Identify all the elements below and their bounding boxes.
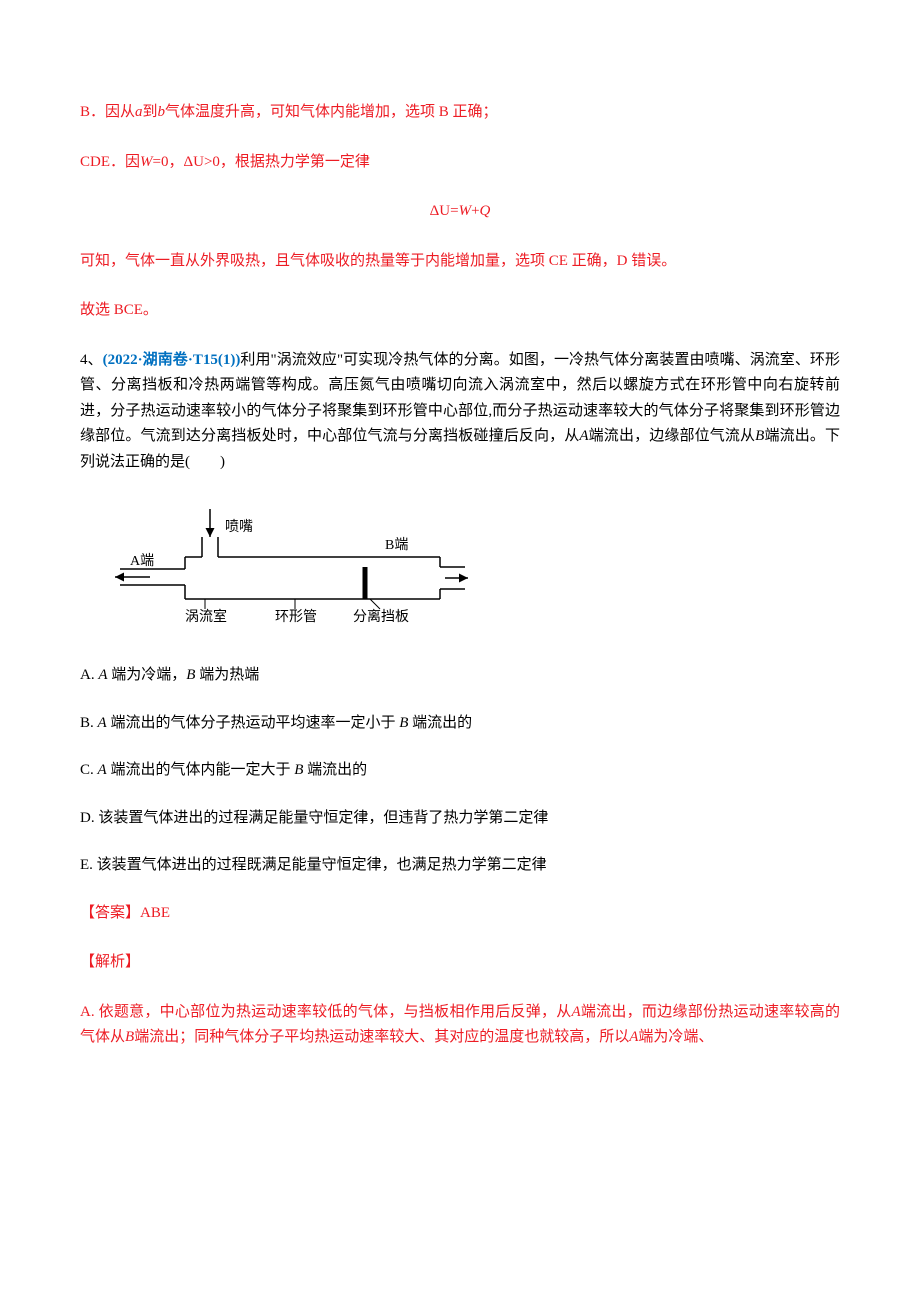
text: =0， xyxy=(153,154,184,170)
var-A: A xyxy=(98,762,107,778)
label-tube: 环形管 xyxy=(275,609,317,625)
question-number: 4、 xyxy=(80,352,103,368)
text: B．因从 xyxy=(80,104,135,120)
text: 端流出；同种气体分子平均热运动速率较大、其对应的温度也就较高，所以 xyxy=(134,1029,629,1045)
explanation-conclusion: 可知，气体一直从外界吸热，且气体吸收的热量等于内能增加量，选项 CE 正确，D … xyxy=(80,249,840,275)
var-B: B xyxy=(294,762,303,778)
var-A: A xyxy=(98,715,107,731)
explanation-cde: CDE．因W=0，ΔU>0，根据热力学第一定律 xyxy=(80,150,840,176)
var-dU: ΔU xyxy=(183,154,203,170)
label-a-end: A端 xyxy=(130,553,154,569)
option-a: A. A 端为冷端，B 端为热端 xyxy=(80,663,840,689)
explanation-b: B．因从a到b气体温度升高，可知气体内能增加，选项 B 正确； xyxy=(80,100,840,126)
var-B: B xyxy=(755,428,764,444)
diagram-svg: 喷嘴 B端 A端 涡流室 环形管 分离挡板 xyxy=(110,499,470,639)
Q: Q xyxy=(480,203,491,219)
var-A: A xyxy=(629,1029,638,1045)
var-A: A xyxy=(571,1004,580,1020)
text: 端为冷端、 xyxy=(638,1029,713,1045)
text: 端为热端 xyxy=(195,667,259,683)
var-a: a xyxy=(135,104,143,120)
label-baffle: 分离挡板 xyxy=(353,608,409,625)
text: 端流出，边缘部位气流从 xyxy=(589,428,756,444)
option-b: B. A 端流出的气体分子热运动平均速率一定小于 B 端流出的 xyxy=(80,711,840,737)
var-b: b xyxy=(158,104,166,120)
document-page: B．因从a到b气体温度升高，可知气体内能增加，选项 B 正确； CDE．因W=0… xyxy=(0,0,920,1135)
question-4-stem: 4、(2022·湖南卷·T15(1))利用"涡流效应"可实现冷热气体的分离。如图… xyxy=(80,348,840,476)
text: 端流出的 xyxy=(408,715,472,731)
answer-line: 【答案】ABE xyxy=(80,901,840,927)
var-B: B xyxy=(399,715,408,731)
eq: = xyxy=(450,203,458,219)
text: A. 依题意，中心部位为热运动速率较低的气体，与挡板相作用后反弹，从 xyxy=(80,1004,571,1020)
lhs: ΔU xyxy=(430,203,450,219)
label-vortex: 涡流室 xyxy=(185,608,227,625)
text: >0，根据热力学第一定律 xyxy=(204,154,370,170)
vortex-diagram: 喷嘴 B端 A端 涡流室 环形管 分离挡板 xyxy=(110,499,470,639)
var-A: A xyxy=(579,428,588,444)
text: 到 xyxy=(143,104,158,120)
answer-value: ABE xyxy=(140,905,170,921)
var-A: A xyxy=(98,667,107,683)
W: W xyxy=(459,203,472,219)
letter: C. xyxy=(80,762,98,778)
text: 端流出的气体内能一定大于 xyxy=(107,762,295,778)
label-nozzle: 喷嘴 xyxy=(225,519,253,535)
label-b-end: B端 xyxy=(385,537,408,553)
letter: A. xyxy=(80,667,98,683)
text: 端为冷端， xyxy=(108,667,187,683)
analysis-a: A. 依题意，中心部位为热运动速率较低的气体，与挡板相作用后反弹，从A端流出，而… xyxy=(80,1000,840,1051)
text: 气体温度升高，可知气体内能增加，选项 B 正确； xyxy=(165,104,498,120)
option-d: D. 该装置气体进出的过程满足能量守恒定律，但违背了热力学第二定律 xyxy=(80,806,840,832)
var-B: B xyxy=(125,1029,134,1045)
formula-first-law: ΔU=W+Q xyxy=(80,199,840,225)
letter: B. xyxy=(80,715,98,731)
plus: + xyxy=(471,203,479,219)
question-source: (2022·湖南卷·T15(1)) xyxy=(103,352,241,368)
analysis-label: 【解析】 xyxy=(80,950,840,976)
explanation-select: 故选 BCE。 xyxy=(80,298,840,324)
text: 端流出的气体分子热运动平均速率一定小于 xyxy=(107,715,400,731)
text: 端流出的 xyxy=(303,762,367,778)
option-e: E. 该装置气体进出的过程既满足能量守恒定律，也满足热力学第二定律 xyxy=(80,853,840,879)
answer-label: 【答案】 xyxy=(80,905,140,921)
text: CDE．因 xyxy=(80,154,140,170)
var-W: W xyxy=(140,154,153,170)
option-c: C. A 端流出的气体内能一定大于 B 端流出的 xyxy=(80,758,840,784)
